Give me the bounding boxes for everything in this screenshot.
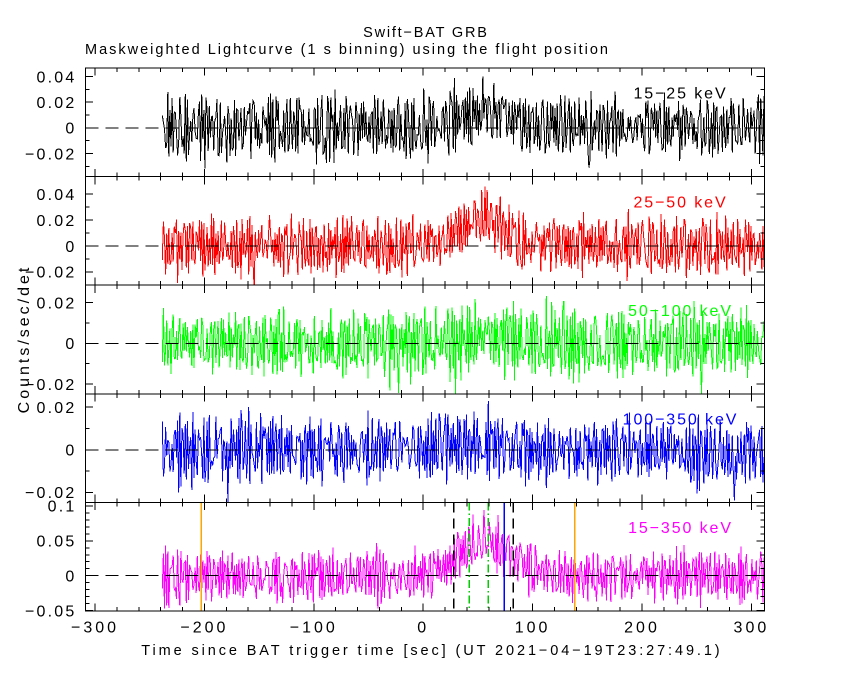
svg-text:0.02: 0.02 [37,213,77,230]
svg-text:0: 0 [65,336,76,353]
svg-text:200: 200 [624,620,660,637]
svg-text:50−100 keV: 50−100 keV [628,303,733,320]
svg-text:Maskweighted Lightcurve (1 s b: Maskweighted Lightcurve (1 s binning) us… [85,42,610,58]
svg-text:Counts/sec/det: Counts/sec/det [16,265,33,414]
svg-text:0.04: 0.04 [37,69,77,86]
svg-text:0.05: 0.05 [37,534,77,551]
svg-text:−0.02: −0.02 [25,265,76,282]
svg-text:0.02: 0.02 [37,95,77,112]
svg-text:−100: −100 [290,620,338,637]
svg-text:Time since BAT trigger time [s: Time since BAT trigger time [sec] (UT 20… [141,643,722,659]
svg-text:15−350 keV: 15−350 keV [628,520,733,537]
svg-text:Swift−BAT GRB: Swift−BAT GRB [363,25,489,41]
svg-text:0: 0 [65,569,76,586]
svg-text:100−350 keV: 100−350 keV [623,412,739,429]
svg-text:−0.02: −0.02 [25,485,76,502]
svg-text:300: 300 [734,620,770,637]
svg-text:−0.05: −0.05 [25,603,76,620]
svg-text:−0.02: −0.02 [25,146,76,163]
svg-text:0.04: 0.04 [37,187,77,204]
svg-text:100: 100 [515,620,551,637]
svg-text:−200: −200 [180,620,228,637]
svg-text:0: 0 [417,620,429,637]
svg-text:25−50 keV: 25−50 keV [633,194,727,211]
svg-text:0: 0 [65,239,76,256]
svg-text:0: 0 [65,443,76,460]
svg-text:0.1: 0.1 [48,499,77,516]
svg-text:−0.02: −0.02 [25,377,76,394]
svg-text:0.02: 0.02 [37,295,77,312]
svg-text:0.02: 0.02 [37,400,77,417]
svg-text:−300: −300 [71,620,119,637]
svg-text:15−25 keV: 15−25 keV [633,86,727,103]
svg-text:0: 0 [65,121,76,138]
